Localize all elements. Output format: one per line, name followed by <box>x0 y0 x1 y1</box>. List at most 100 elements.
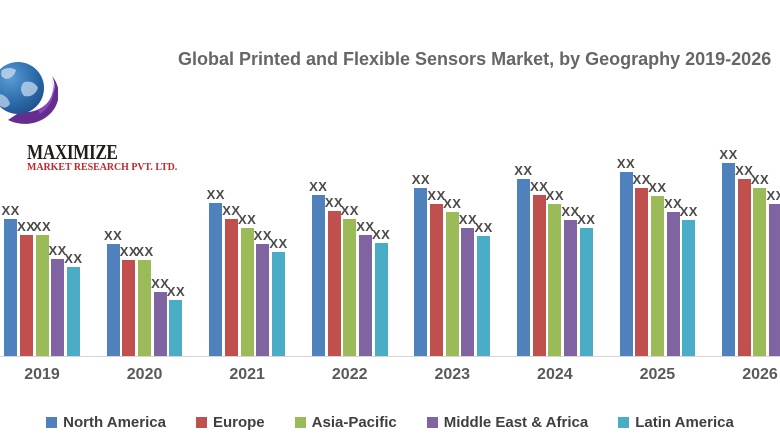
legend-label: Middle East & Africa <box>443 414 589 431</box>
bar-middle-east-africa-2024 <box>564 220 578 356</box>
bar-europe-2020 <box>122 260 136 356</box>
bar-asia-pacific-2023 <box>445 212 459 356</box>
bar-latin-america-2022 <box>374 243 388 356</box>
bar-middle-east-africa-2019 <box>51 259 65 356</box>
chart-title: Global Printed and Flexible Sensors Mark… <box>178 49 772 69</box>
bar-middle-east-africa-2025 <box>666 212 680 356</box>
bar-value-label: XX <box>750 172 770 187</box>
legend-swatch-icon <box>195 417 207 428</box>
x-axis-label-2021: 2021 <box>229 366 265 383</box>
legend-label: Latin America <box>635 414 734 431</box>
company-logo: MAXIMIZE MARKET RESEARCH PVT. LTD. <box>0 54 177 173</box>
bar-middle-east-africa-2023 <box>461 228 475 356</box>
legend-item-asia-pacific: Asia-Pacific <box>294 414 397 431</box>
bar-asia-pacific-2025 <box>650 196 664 356</box>
bar-value-label: XX <box>514 163 533 178</box>
bar-value-label: XX <box>474 220 493 235</box>
x-axis-label-2026: 2026 <box>742 366 778 383</box>
bar-value-label: XX <box>719 147 738 162</box>
bar-value-label: XX <box>443 196 462 211</box>
bar-value-label: XX <box>679 204 698 219</box>
legend-item-north-america: North America <box>46 414 166 431</box>
bar-middle-east-africa-2021 <box>256 244 270 356</box>
bar-value-label: XX <box>356 219 375 234</box>
bar-asia-pacific-2019 <box>35 235 49 356</box>
bar-value-label: XX <box>411 172 431 187</box>
bar-value-label: XX <box>237 212 257 227</box>
bar-value-label: XX <box>135 244 154 259</box>
legend-item-europe: Europe <box>195 414 265 431</box>
bar-value-label: XX <box>119 244 139 259</box>
bar-value-label: XX <box>32 219 52 234</box>
chart-legend: North America Europe Asia-Pacific Middle Ea… <box>0 414 780 431</box>
bar-latin-america-2020 <box>169 300 183 356</box>
bar-middle-east-africa-2022 <box>358 235 372 356</box>
x-axis-label-2025: 2025 <box>639 366 676 383</box>
bar-value-label: XX <box>616 156 636 171</box>
bar-value-label: XX <box>309 179 328 194</box>
bar-value-label: XX <box>529 179 549 194</box>
bar-value-label: XX <box>663 196 683 211</box>
bar-europe-2019 <box>19 235 33 356</box>
legend-label: Europe <box>212 414 265 431</box>
bar-north-america-2026 <box>722 163 736 356</box>
bar-asia-pacific-2024 <box>548 204 562 356</box>
bar-north-america-2019 <box>4 219 18 356</box>
bar-asia-pacific-2022 <box>343 219 357 356</box>
x-axis-label-2019: 2019 <box>24 366 60 383</box>
bar-europe-2024 <box>532 195 546 356</box>
bar-europe-2026 <box>737 179 751 356</box>
bar-asia-pacific-2026 <box>753 188 767 356</box>
bar-value-label: XX <box>340 203 359 218</box>
legend-item-middle-east-africa: Middle East & Africa <box>426 414 589 431</box>
bar-value-label: XX <box>735 163 754 178</box>
bar-latin-america-2019 <box>66 267 80 356</box>
bar-asia-pacific-2020 <box>138 260 152 356</box>
bar-value-label: XX <box>648 180 667 195</box>
legend-swatch-icon <box>294 417 306 428</box>
x-axis-label-2022: 2022 <box>331 366 368 383</box>
legend-swatch-icon <box>426 417 438 428</box>
legend-label: North America <box>63 414 166 431</box>
bar-latin-america-2025 <box>682 220 696 356</box>
bar-value-label: XX <box>206 187 225 202</box>
legend-item-latin-america: Latin America <box>618 414 734 431</box>
logo-company-name: MAXIMIZE <box>27 140 118 164</box>
bar-value-label: XX <box>269 236 288 251</box>
legend-label: Asia-Pacific <box>311 414 397 431</box>
bar-asia-pacific-2021 <box>240 228 254 356</box>
bar-europe-2025 <box>635 188 649 356</box>
bar-europe-2021 <box>224 219 238 356</box>
logo-company-subtitle: MARKET RESEARCH PVT. LTD. <box>27 161 178 173</box>
bar-north-america-2025 <box>619 172 633 356</box>
bar-value-label: XX <box>371 227 391 242</box>
bar-value-label: XX <box>458 212 478 227</box>
bar-value-label: XX <box>1 203 20 218</box>
bar-value-label: XX <box>253 228 272 243</box>
bar-value-label: XX <box>17 219 36 234</box>
bar-middle-east-africa-2020 <box>153 292 167 356</box>
x-axis-line <box>0 356 780 357</box>
bar-value-label: XX <box>766 188 780 203</box>
bar-value-label: XX <box>166 284 186 299</box>
bar-north-america-2022 <box>311 195 325 356</box>
bar-value-label: XX <box>545 188 565 203</box>
bar-value-label: XX <box>561 204 580 219</box>
bar-north-america-2023 <box>414 188 428 356</box>
x-axis-label-2020: 2020 <box>126 366 163 383</box>
bar-latin-america-2021 <box>272 252 286 356</box>
bar-latin-america-2024 <box>579 228 593 356</box>
bar-latin-america-2023 <box>477 236 491 356</box>
bar-middle-east-africa-2026 <box>769 204 780 356</box>
bar-north-america-2024 <box>516 179 530 356</box>
bar-value-label: XX <box>103 228 123 243</box>
x-axis-label-2023: 2023 <box>434 366 471 383</box>
bar-value-label: XX <box>151 276 170 291</box>
bar-value-label: XX <box>222 203 241 218</box>
bar-north-america-2020 <box>106 244 120 356</box>
bar-value-label: XX <box>632 172 651 187</box>
bar-value-label: XX <box>64 251 83 266</box>
x-axis-label-2024: 2024 <box>537 366 573 383</box>
bar-europe-2022 <box>327 211 341 356</box>
